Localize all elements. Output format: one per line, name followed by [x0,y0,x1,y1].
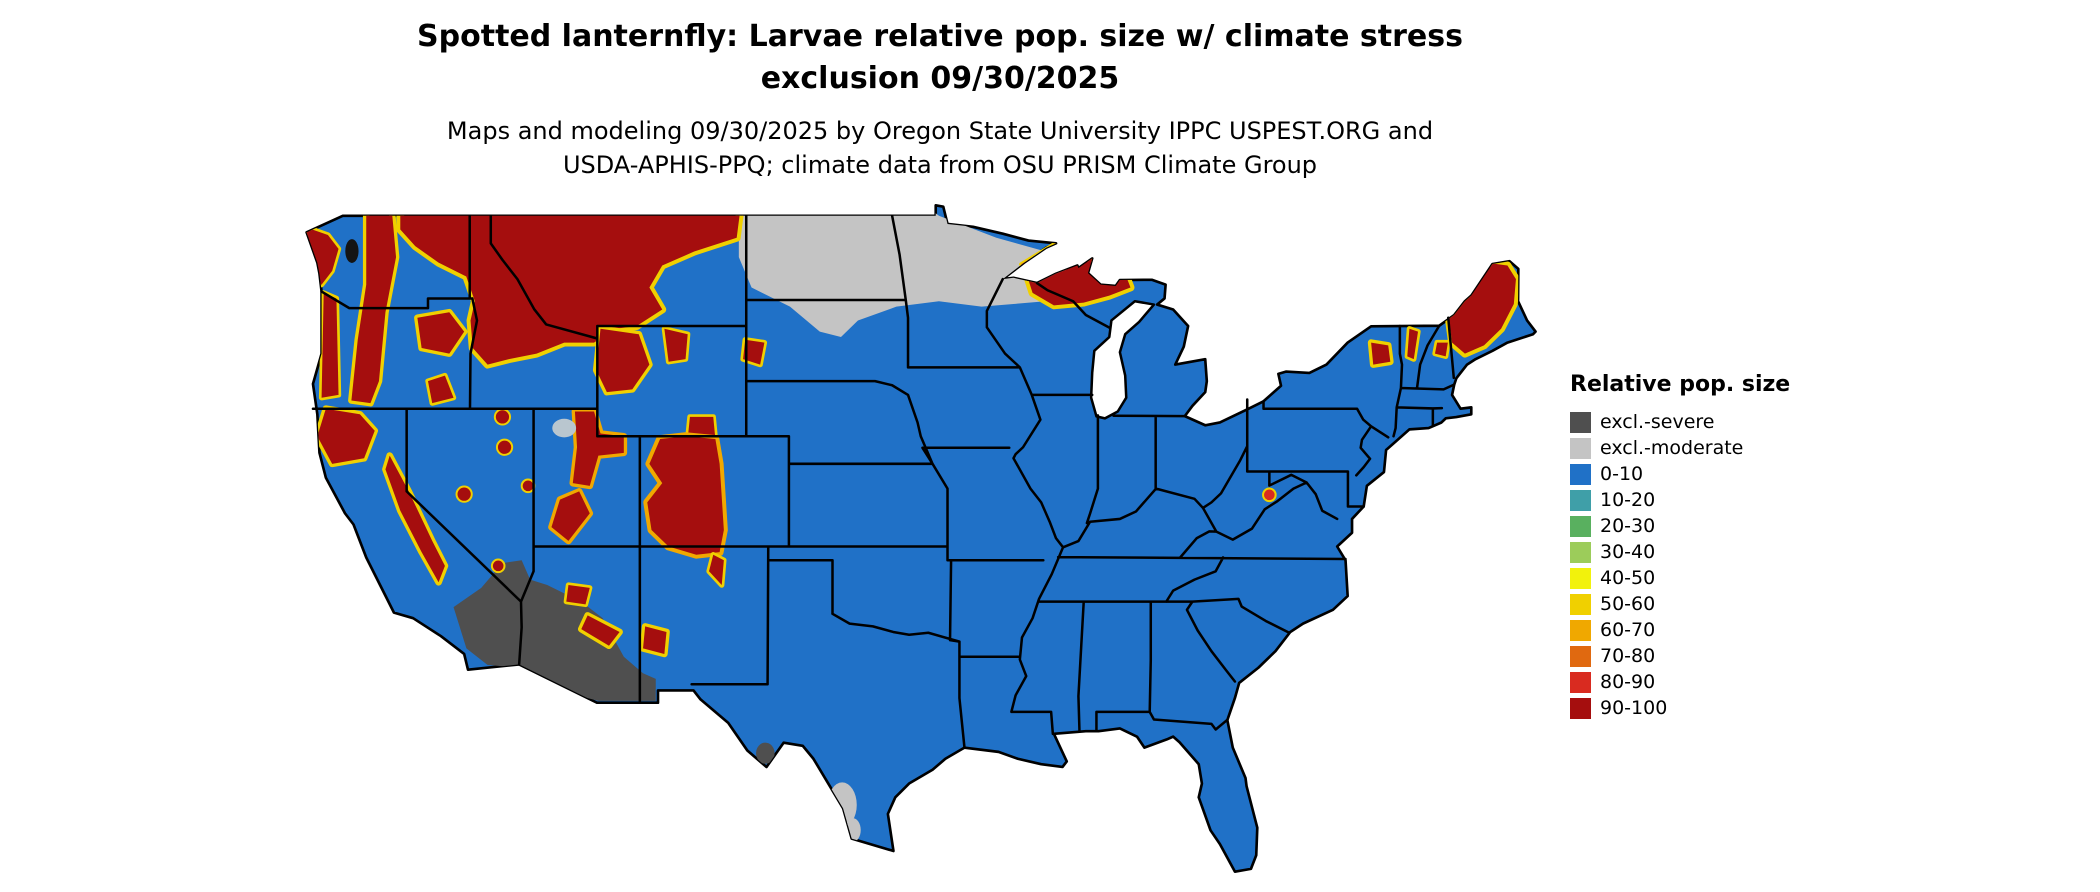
legend: Relative pop. size excl.-severe excl.-mo… [1570,372,1870,721]
legend-label: 10-20 [1600,489,1656,511]
legend-item: 0-10 [1570,461,1870,487]
region-red-toiyabe [455,485,473,503]
legend-item: 10-20 [1570,487,1870,513]
region-excl-moderate-northern-plains [738,205,1072,338]
region-red-cascades [348,206,400,407]
region-red-klamath [314,405,379,468]
figure-title-line1: Spotted lanternfly: Larvae relative pop.… [417,19,1463,54]
region-red-green-mountains [1404,326,1421,362]
legend-item: 50-60 [1570,591,1870,617]
legend-item: 80-90 [1570,669,1870,695]
legend-label: 40-50 [1600,567,1656,589]
region-red-northern-rockies [396,205,745,369]
legend-item: 60-70 [1570,617,1870,643]
region-red-sierra-nevada [382,452,449,586]
region-red-white-mountains-az [577,612,623,650]
legend-item: 20-30 [1570,513,1870,539]
region-red-bighorns [661,326,691,365]
region-excl-severe-big-bend [756,742,775,764]
legend-label: 20-30 [1600,515,1656,537]
region-red-steens [425,372,457,406]
great-salt-lake [552,418,577,438]
legend-label: 0-10 [1600,463,1644,485]
us-map-svg [305,203,1537,873]
region-red-flagstaff [563,582,593,608]
region-red-spring-mountains [490,558,506,574]
legend-swatch-10-20 [1570,489,1591,511]
legend-label: 90-100 [1600,697,1668,719]
legend-swatch-50-60 [1570,593,1591,615]
figure-title-line2: exclusion 09/30/2025 [760,61,1120,96]
legend-swatch-20-30 [1570,515,1591,537]
legend-swatch-excl-severe [1570,411,1591,433]
legend-item: excl.-moderate [1570,435,1870,461]
legend-item: excl.-severe [1570,409,1870,435]
legend-label: 80-90 [1600,671,1656,693]
region-red-sangre-de-cristo [706,552,727,588]
region-red-wv-highlands [1262,487,1277,503]
puget-sound-speck [345,239,359,263]
legend-label: excl.-severe [1600,411,1715,433]
legend-swatch-30-40 [1570,541,1591,563]
climate-overlays [306,205,1520,842]
legend-swatch-60-70 [1570,619,1591,641]
region-red-black-hills [740,337,768,368]
region-red-white-mountains-nh [1432,339,1451,360]
figure-subtitle: Maps and modeling 09/30/2025 by Oregon S… [20,114,1860,182]
legend-swatch-0-10 [1570,463,1591,485]
region-red-adirondacks [1367,339,1394,368]
legend-swatch-80-90 [1570,671,1591,693]
legend-label: 60-70 [1600,619,1656,641]
legend-title: Relative pop. size [1570,372,1791,397]
legend-item: 40-50 [1570,565,1870,591]
region-red-jarbidge [493,408,512,426]
legend-swatch-40-50 [1570,567,1591,589]
figure-header: Spotted lanternfly: Larvae relative pop.… [20,16,1860,182]
region-red-snake-range [520,478,536,494]
legend-label: 30-40 [1600,541,1656,563]
legend-item: 90-100 [1570,695,1870,721]
region-excl-moderate-south-texas-2 [844,818,861,842]
region-red-gila [639,623,670,658]
figure-subtitle-line1: Maps and modeling 09/30/2025 by Oregon S… [446,117,1434,145]
legend-label: 70-80 [1600,645,1656,667]
figure-subtitle-line2: USDA-APHIS-PPQ; climate data from OSU PR… [562,151,1318,179]
legend-swatch-excl-moderate [1570,437,1591,459]
region-excl-severe-southwest [453,560,656,701]
high-pop-regions [306,205,1520,658]
state-borders [311,214,1456,749]
region-red-blue-mountains [414,308,468,357]
us-map [300,202,1546,891]
legend-swatch-90-100 [1570,697,1591,719]
legend-label: excl.-moderate [1600,437,1744,459]
region-red-oregon-coast-range [318,290,342,401]
region-red-ruby-mountains [495,438,514,456]
region-red-utah-south [548,488,594,545]
legend-item: 30-40 [1570,539,1870,565]
legend-label: 50-60 [1600,593,1656,615]
lake-michigan [1089,299,1156,420]
region-red-colorado-rockies [643,432,728,559]
legend-item: 70-80 [1570,643,1870,669]
legend-swatch-70-80 [1570,645,1591,667]
